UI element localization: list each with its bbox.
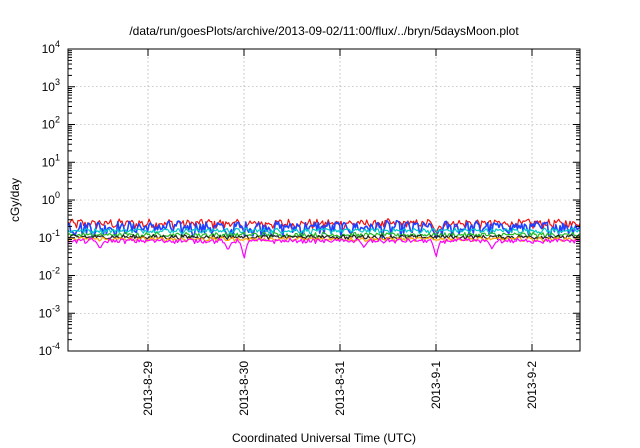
y-tick-label: 10-3	[39, 303, 60, 320]
series-layer	[67, 218, 581, 259]
ticks: 10-4 10-3 10-2 10-1 100 101 102 103 104 2013-8-29…	[39, 39, 580, 416]
grid	[68, 49, 580, 351]
series-line	[67, 234, 581, 241]
x-tick-label: 2013-8-31	[333, 361, 347, 416]
x-axis-label: Coordinated Universal Time (UTC)	[232, 431, 416, 445]
x-tick-label: 2013-8-29	[141, 361, 155, 416]
y-tick-label: 10-2	[39, 266, 60, 283]
y-tick-label: 104	[42, 39, 60, 56]
x-tick-label: 2013-9-2	[525, 361, 539, 409]
x-tick-label: 2013-9-1	[429, 361, 443, 409]
y-tick-label: 10-1	[39, 228, 60, 245]
y-axis-label: cGy/day	[8, 178, 22, 222]
y-tick-label: 101	[42, 152, 60, 169]
y-tick-label: 100	[42, 190, 60, 207]
series-line	[67, 236, 581, 243]
y-tick-label: 103	[42, 77, 60, 94]
y-tick-label: 102	[42, 115, 60, 132]
series-line	[67, 227, 581, 235]
series-line	[67, 219, 581, 240]
chart-title: /data/run/goesPlots/archive/2013-09-02/1…	[129, 24, 519, 38]
y-tick-label: 10-4	[39, 341, 60, 358]
series-line	[67, 237, 581, 259]
x-tick-label: 2013-8-30	[237, 361, 251, 416]
